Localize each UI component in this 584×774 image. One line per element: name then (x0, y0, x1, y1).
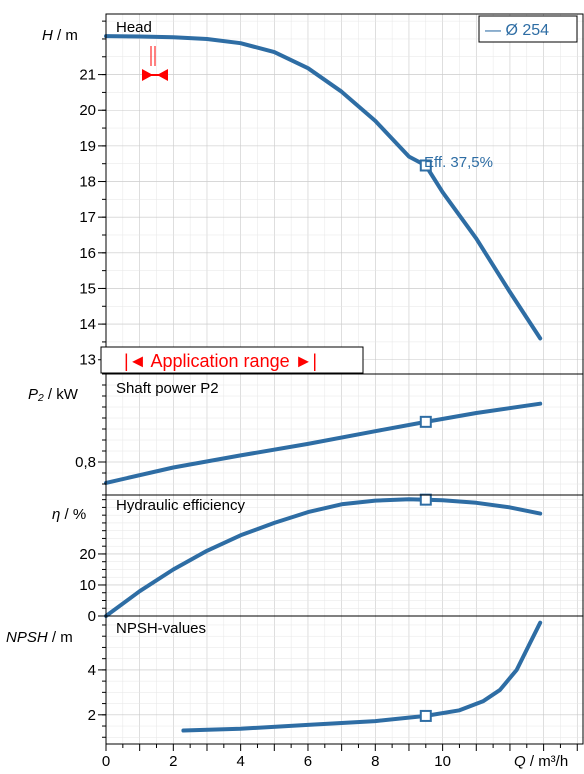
power-ytick-label: 0,8 (75, 454, 96, 471)
frame-layer (98, 13, 584, 751)
head-curve (104, 34, 543, 341)
head-ytick-label: 17 (79, 209, 96, 226)
legend-entry: — Ø 254 (485, 22, 549, 39)
head-duty-marker (419, 159, 432, 172)
power-ylabel: P₂ / kW (28, 386, 79, 403)
x-tick-label: 4 (236, 753, 244, 770)
duty-point-icon (142, 46, 168, 81)
npsh-panel-frame (105, 615, 584, 745)
efficiency-ytick-label: 20 (79, 546, 96, 563)
application-range-box (100, 346, 364, 374)
x-tick-label: 6 (304, 753, 312, 770)
efficiency-ytick-label: 10 (79, 577, 96, 594)
head-ytick-label: 18 (79, 174, 96, 191)
npsh-duty-marker (419, 709, 432, 722)
power-duty-marker (419, 415, 432, 428)
efficiency-duty-marker (419, 493, 432, 506)
x-tick-label: 0 (102, 753, 110, 770)
efficiency-ylabel: η / % (52, 506, 86, 523)
legend-box (478, 15, 578, 43)
efficiency-curve (104, 497, 543, 618)
npsh-ytick-label: 2 (88, 707, 96, 724)
head-panel-frame (105, 13, 584, 375)
efficiency-annotation: Eff. 37,5% (424, 154, 493, 171)
power-panel-title: Shaft power P2 (116, 380, 219, 397)
efficiency-ytick-label: 0 (88, 608, 96, 625)
npsh-panel-title: NPSH-values (116, 620, 206, 637)
npsh-curve (181, 620, 543, 733)
x-tick-label: 10 (434, 753, 451, 770)
power-curve (104, 401, 543, 485)
head-ylabel: H / m (42, 27, 78, 44)
application-range-label: |◄ Application range ►| (124, 351, 317, 371)
efficiency-panel-title: Hydraulic efficiency (116, 497, 245, 514)
x-axis-label: Q / m³/h (514, 753, 568, 770)
head-ytick-label: 15 (79, 280, 96, 297)
npsh-ytick-label: 4 (88, 662, 96, 679)
head-ytick-label: 20 (79, 102, 96, 119)
head-ytick-label: 21 (79, 67, 96, 84)
npsh-ylabel: NPSH / m (6, 629, 73, 646)
x-tick-label: 2 (169, 753, 177, 770)
head-ytick-label: 14 (79, 316, 96, 333)
head-panel-title: Head (116, 19, 152, 36)
head-ytick-label: 13 (79, 352, 96, 369)
label-layer: 13 14 15 16 17 18 19 20 21 0,8 0 10 20 2 4 0 2 4 6 8 10 (75, 67, 451, 770)
head-ytick-label: 19 (79, 138, 96, 155)
head-ytick-label: 16 (79, 245, 96, 262)
x-tick-label: 8 (371, 753, 379, 770)
